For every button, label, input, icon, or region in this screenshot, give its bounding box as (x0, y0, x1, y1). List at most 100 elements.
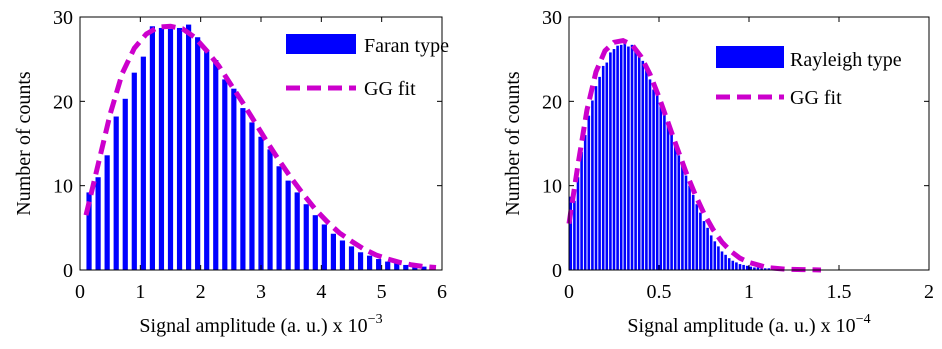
histogram-bar (195, 37, 201, 270)
histogram-bar (569, 196, 573, 270)
histogram-bar (186, 24, 192, 271)
histogram-bar (421, 266, 427, 270)
y-tick-label: 30 (53, 7, 73, 29)
y-tick-label: 0 (63, 260, 73, 282)
histogram-bar (666, 121, 670, 270)
x-tick-label: 2 (924, 281, 934, 303)
histogram-bar (587, 115, 591, 270)
x-tick-label: 3 (256, 281, 266, 303)
histogram-bar (330, 233, 336, 270)
histogram-bar (627, 46, 630, 270)
histogram-bar (695, 204, 699, 270)
histogram-bar (394, 263, 400, 270)
histogram-bar (619, 44, 623, 270)
histogram-bar (348, 246, 355, 270)
histogram-bar (403, 264, 409, 270)
histogram-bar (735, 262, 738, 270)
gg-fit-curve (83, 23, 437, 270)
x-tick-label: 1.5 (827, 281, 852, 303)
histogram-bar (122, 98, 128, 270)
histogram-bar (663, 113, 666, 270)
histogram-bar (648, 79, 652, 270)
x-tick-label: 1 (135, 281, 145, 303)
histogram-bar (294, 192, 300, 270)
histogram-bar (204, 49, 210, 270)
histogram-bar (630, 44, 634, 270)
y-tick-label: 10 (542, 176, 562, 198)
histogram-bar (258, 136, 264, 270)
histogram-bar (720, 251, 724, 270)
histogram-bar (583, 135, 587, 270)
histogram-bar (749, 266, 753, 270)
histogram-bar (176, 27, 183, 271)
y-axis-label: Number of counts (502, 71, 524, 216)
y-tick-label: 10 (53, 176, 73, 198)
histogram-bar (86, 192, 92, 270)
x-axis-label: Signal amplitude (a. u.) x 10−3 (139, 312, 382, 337)
x-tick-label: 0 (75, 281, 85, 303)
histogram-bar (113, 116, 119, 270)
y-tick-label: 30 (542, 7, 562, 29)
histogram-bar (717, 246, 720, 270)
histogram-bar (609, 52, 612, 270)
histogram-bar (580, 151, 583, 270)
histogram-bar (670, 133, 673, 270)
x-axis-label: Signal amplitude (a. u.) x 10−4 (627, 312, 870, 337)
histogram-bar (637, 54, 641, 270)
histogram-bar (222, 79, 228, 270)
x-tick-label: 0.5 (647, 281, 672, 303)
x-tick-label: 0 (564, 281, 574, 303)
histogram-bar (655, 95, 659, 271)
histogram-bar (276, 166, 282, 270)
histogram-bar (249, 122, 255, 270)
histogram-bar (412, 265, 418, 270)
histogram-bar (140, 56, 146, 270)
histogram-bar (673, 144, 677, 270)
histogram-bar (688, 185, 691, 270)
histogram-bar (731, 260, 735, 270)
histogram-bar (756, 267, 760, 270)
histogram-bar (724, 254, 727, 270)
histogram-bar (745, 265, 749, 270)
histogram-bar (321, 224, 327, 270)
histogram-bar (738, 264, 742, 270)
x-tick-label: 6 (437, 281, 447, 303)
histogram-bar (576, 177, 580, 270)
histogram-bar (367, 255, 373, 270)
chart-faran: 0 1 2 3 4 5 6 0 10 20 30 Signal amplitude (a. u.) x… (13, 7, 449, 337)
histogram-bar (645, 70, 648, 270)
y-tick-label: 20 (542, 91, 562, 113)
x-tick-label: 2 (196, 281, 206, 303)
histogram-bar (231, 88, 237, 271)
histogram-bar (727, 258, 731, 270)
histogram-bar (623, 42, 627, 270)
legend-bars-label: Faran type (364, 35, 449, 57)
y-tick-label: 0 (552, 260, 562, 282)
x-tick-label: 4 (316, 281, 326, 303)
histogram-bar (376, 259, 382, 270)
x-axis-label-text: Signal amplitude (a. u.) x 10 (139, 315, 367, 337)
histogram-bar (612, 49, 616, 270)
y-axis-label: Number of counts (13, 71, 35, 216)
histogram-bar (158, 27, 165, 271)
legend-bars-label: Rayleigh type (790, 49, 902, 71)
x-tick-label: 5 (377, 281, 387, 303)
x-tick-label: 1 (744, 281, 754, 303)
histogram-bar (742, 264, 745, 270)
histogram-bar (601, 65, 605, 270)
histogram-bar (605, 62, 609, 270)
histogram-bar (591, 100, 594, 271)
histogram-bar (616, 45, 619, 270)
histogram-bar (699, 212, 702, 270)
histogram-bar (240, 108, 246, 270)
legend-bar-swatch (286, 34, 356, 54)
histogram-bar (167, 28, 174, 271)
histogram-bar (598, 76, 601, 270)
histogram-bar (104, 155, 110, 270)
histogram-bar (385, 261, 391, 270)
x-axis-label-exponent: −4 (856, 312, 871, 327)
histogram-bar (659, 106, 663, 270)
histogram-bar (594, 86, 598, 271)
